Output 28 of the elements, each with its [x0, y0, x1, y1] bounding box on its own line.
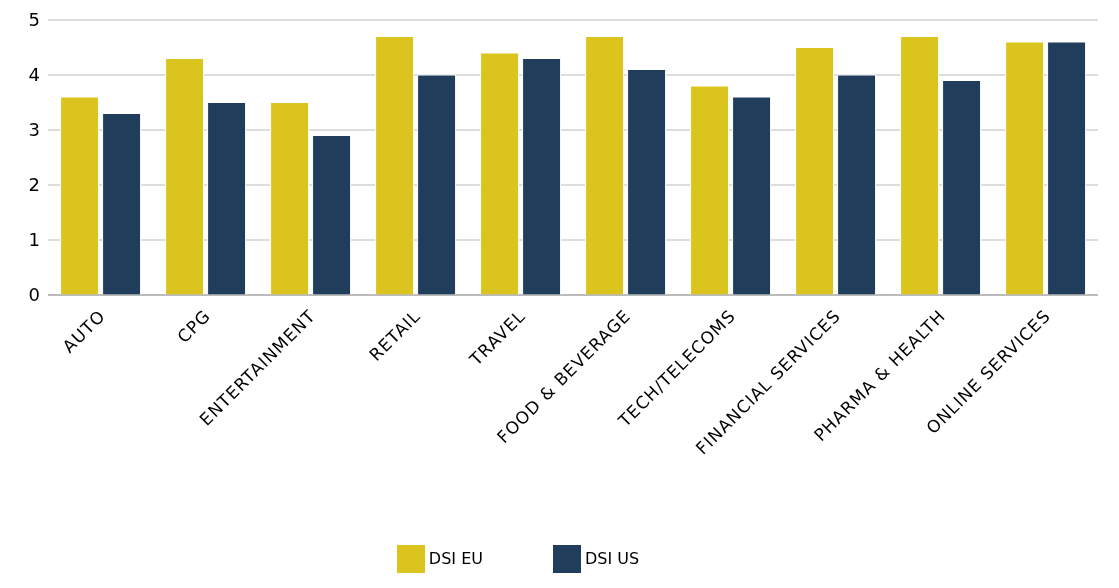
- y-tick-label: 4: [28, 64, 40, 86]
- bar: [795, 47, 835, 295]
- bar: [375, 36, 415, 295]
- bar: [522, 58, 562, 295]
- bar: [480, 52, 520, 295]
- bar: [732, 96, 772, 295]
- bar: [585, 36, 625, 295]
- bar: [837, 74, 877, 295]
- bar: [312, 135, 352, 295]
- y-tick-label: 5: [28, 9, 40, 31]
- bar: [102, 113, 142, 295]
- bar: [270, 102, 310, 295]
- bar: [165, 58, 205, 295]
- y-tick-label: 0: [28, 284, 40, 306]
- bar: [60, 96, 100, 295]
- bar: [207, 102, 247, 295]
- bar: [690, 85, 730, 295]
- bar: [900, 36, 940, 295]
- bar: [417, 74, 457, 295]
- y-tick-label: 1: [28, 229, 40, 251]
- y-tick-label: 3: [28, 119, 40, 141]
- bar: [1047, 41, 1087, 295]
- bar: [942, 80, 982, 295]
- y-tick-label: 2: [28, 174, 40, 196]
- legend-label: DSI US: [584, 548, 640, 568]
- legend-label: DSI EU: [428, 548, 483, 568]
- bar: [627, 69, 667, 295]
- bar: [1005, 41, 1045, 295]
